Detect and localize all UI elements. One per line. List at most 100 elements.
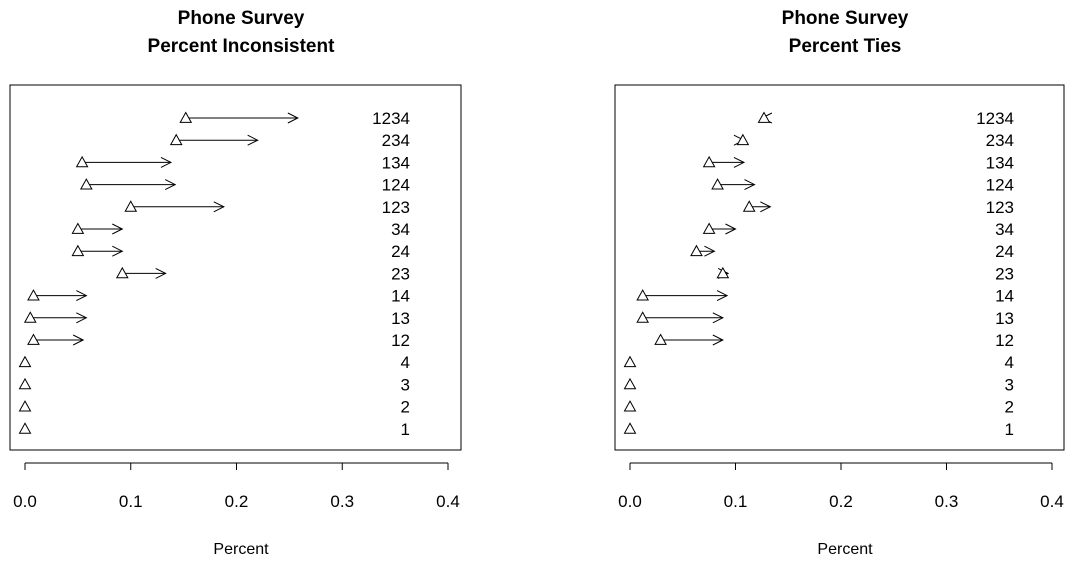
category-label: 123 <box>382 198 410 217</box>
category-label: 24 <box>391 242 410 261</box>
triangle-marker <box>702 222 716 234</box>
triangle-marker <box>169 133 183 146</box>
x-tick-label: 0.4 <box>436 492 460 511</box>
category-label: 24 <box>995 242 1014 261</box>
x-tick-label: 0.4 <box>1040 492 1064 511</box>
category-label: 23 <box>391 264 410 283</box>
triangle-marker <box>690 244 703 257</box>
arrow-head <box>725 223 737 235</box>
triangle-marker <box>75 155 89 168</box>
triangle-marker <box>757 111 771 123</box>
category-label: 123 <box>986 198 1014 217</box>
category-label: 134 <box>382 153 410 172</box>
arrow-head <box>760 201 772 213</box>
panel-percent-ties: Phone Survey Percent Ties 0.0 0.1 0.2 0.3 0.4 P… <box>614 8 1065 558</box>
x-axis-label: Percent <box>213 541 269 558</box>
triangle-marker <box>716 266 730 279</box>
category-label: 1234 <box>976 109 1014 128</box>
triangle-marker <box>736 133 750 146</box>
category-label: 234 <box>382 131 410 150</box>
arrow-head <box>733 156 746 168</box>
triangle-marker <box>636 289 650 301</box>
x-tick-label: 0.1 <box>119 492 143 511</box>
category-label: 34 <box>995 220 1014 239</box>
category-label: 1234 <box>372 109 410 128</box>
arrow-head <box>744 179 756 191</box>
category-label: 3 <box>401 375 410 394</box>
chart-subtitle: Percent Inconsistent <box>148 36 336 57</box>
triangle-marker <box>115 266 129 279</box>
arrow-head <box>155 267 167 279</box>
category-label: 13 <box>391 309 410 328</box>
arrow-head <box>712 312 724 324</box>
category-label: 14 <box>391 287 410 306</box>
triangle-marker <box>702 155 716 168</box>
category-label: 234 <box>986 131 1014 150</box>
arrow-head <box>287 112 299 124</box>
triangle-marker <box>742 200 756 212</box>
chart-title: Phone Survey <box>782 8 909 29</box>
x-tick-label: 0.2 <box>829 492 853 511</box>
chart-subtitle: Percent Ties <box>789 36 902 57</box>
category-label: 23 <box>995 264 1014 283</box>
arrow-head <box>716 290 729 302</box>
x-tick-label: 0.0 <box>618 492 642 511</box>
triangle-marker <box>18 400 32 412</box>
triangle-marker <box>79 178 93 190</box>
triangle-marker <box>711 178 724 190</box>
category-label: 134 <box>986 153 1014 172</box>
triangle-marker <box>623 377 637 390</box>
triangle-marker <box>179 111 193 123</box>
arrow-head <box>76 290 88 302</box>
category-label: 2 <box>401 398 410 417</box>
category-label: 13 <box>995 309 1014 328</box>
arrow-head <box>76 312 88 324</box>
arrow-head <box>112 245 124 257</box>
triangle-marker <box>623 355 637 368</box>
category-label: 12 <box>995 331 1014 350</box>
arrow-head <box>164 179 177 191</box>
triangle-marker <box>124 200 138 212</box>
category-label: 2 <box>1005 398 1014 417</box>
triangle-marker <box>18 422 32 434</box>
x-axis-label: Percent <box>817 541 873 558</box>
category-label: 4 <box>401 353 410 372</box>
x-tick-label: 0.0 <box>13 492 37 511</box>
arrow-head <box>213 201 225 213</box>
arrow-head <box>704 245 716 257</box>
triangle-marker <box>18 377 32 390</box>
triangle-marker <box>18 355 32 368</box>
arrow-head <box>160 156 173 168</box>
arrow-head <box>72 334 85 346</box>
x-tick-label: 0.2 <box>225 492 249 511</box>
panel-percent-inconsistent: Phone Survey Percent Inconsistent 0.0 0.1 0.… <box>9 8 462 558</box>
chart-title: Phone Survey <box>178 8 305 29</box>
x-tick-label: 0.1 <box>724 492 748 511</box>
category-label: 1 <box>1005 420 1014 439</box>
category-label: 1 <box>401 420 410 439</box>
plot-frame <box>614 84 1065 451</box>
arrow-head <box>112 223 124 235</box>
category-label: 3 <box>1005 375 1014 394</box>
x-tick-label: 0.3 <box>330 492 354 511</box>
arrow-head <box>712 334 724 346</box>
triangle-marker <box>623 422 637 434</box>
triangle-marker <box>23 311 37 323</box>
triangle-marker <box>636 311 650 323</box>
arrow-head <box>247 134 259 146</box>
category-label: 4 <box>1005 353 1014 372</box>
category-label: 34 <box>391 220 410 239</box>
category-label: 14 <box>995 287 1014 306</box>
triangle-marker <box>27 333 40 345</box>
category-label: 12 <box>391 331 410 350</box>
category-label: 124 <box>382 176 410 195</box>
category-label: 124 <box>986 176 1014 195</box>
plot-frame <box>9 84 462 451</box>
triangle-marker <box>623 400 637 412</box>
triangle-marker <box>71 222 85 234</box>
triangle-marker <box>654 333 667 345</box>
triangle-marker <box>27 289 40 301</box>
triangle-marker <box>71 244 85 257</box>
x-tick-label: 0.3 <box>935 492 959 511</box>
